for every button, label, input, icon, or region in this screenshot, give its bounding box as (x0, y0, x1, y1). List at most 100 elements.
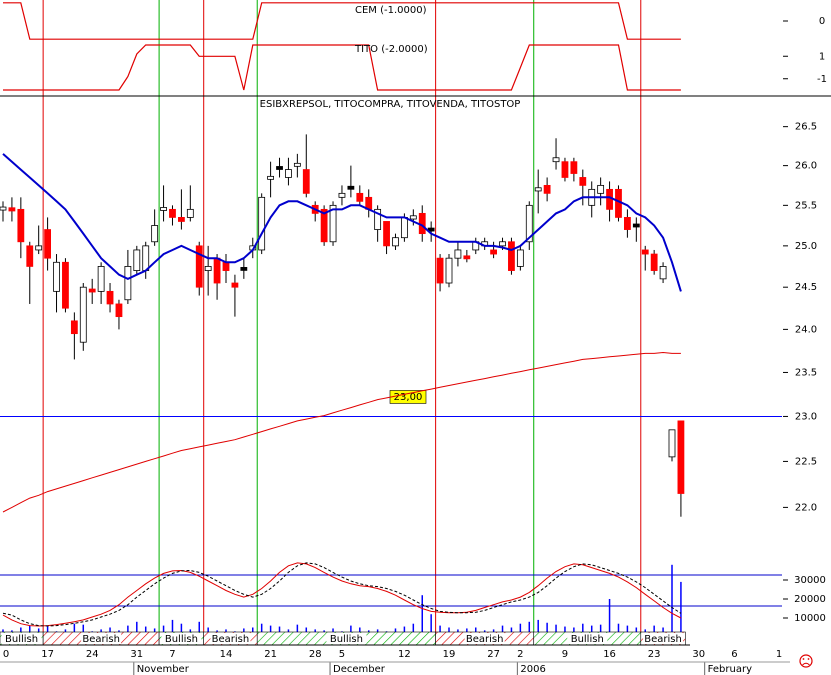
signal-label-bg (81, 633, 122, 644)
x-tick-label: 28 (309, 649, 322, 660)
candle-body (97, 266, 105, 292)
candle-body (177, 217, 185, 222)
x-tick-label: 24 (86, 649, 99, 660)
moving-average (2, 153, 682, 292)
x-tick-label: 21 (264, 649, 277, 660)
candle-body (632, 223, 640, 228)
candle-body (347, 185, 355, 190)
candle-body (597, 184, 605, 194)
x-tick-label: 23 (648, 649, 661, 660)
candle-body (624, 217, 631, 230)
candle-body (124, 266, 132, 301)
candle-body (650, 253, 658, 271)
x-tick-label: 5 (339, 649, 345, 660)
month-label: November (137, 664, 190, 675)
candle-body (320, 208, 328, 243)
x-tick-label: 2 (517, 649, 523, 660)
candle-body (213, 257, 221, 284)
signal-label-bg (161, 633, 202, 644)
candle-body (35, 245, 43, 251)
signal-label: Bullish (571, 634, 604, 645)
candle-body (641, 249, 649, 255)
candle-body (454, 249, 462, 259)
candle-body (570, 161, 578, 174)
candle-body (142, 245, 150, 271)
candle-body (8, 207, 16, 212)
candle-body (293, 162, 301, 167)
candle-body (606, 188, 613, 210)
candle-body (17, 208, 25, 243)
indicator-label: CEM (-1.0000) (355, 5, 427, 16)
x-tick-label: 6 (731, 649, 737, 660)
y-tick-label: 0 (819, 16, 825, 27)
month-label: December (333, 664, 386, 675)
candle-body (88, 288, 96, 293)
candle-body (534, 187, 542, 192)
y-tick-label: 26.0 (795, 161, 817, 172)
x-tick-label: 31 (130, 649, 143, 660)
indicator-label: TITO (-2.0000) (354, 44, 428, 55)
candle-body (668, 429, 676, 458)
candle-body (436, 257, 444, 284)
x-tick-label: 19 (443, 649, 456, 660)
x-tick-label: 27 (487, 649, 500, 660)
candle-body (115, 303, 123, 318)
y-tick-label: 23.5 (795, 367, 817, 378)
candle-body (186, 208, 194, 218)
candle-body (356, 192, 364, 202)
chart-title: ESIBXREPSOL, TITOCOMPRA, TITOVENDA, TITO… (260, 99, 521, 110)
background-layer (42, 0, 642, 632)
candle-body (338, 192, 346, 198)
candle-body (285, 169, 292, 178)
signal-band: Bullish Bearish Bullish Bearish Bullish Beari… (0, 631, 686, 646)
candle-body (26, 245, 34, 267)
x-tick-label: 14 (220, 649, 233, 660)
x-tick-label: 0 (3, 649, 9, 660)
signal-label: Bullish (5, 634, 38, 645)
y-tick-label: 20000 (794, 594, 826, 605)
candle-body (222, 261, 230, 271)
signal-label: Bullish (330, 634, 363, 645)
candle-body (392, 237, 399, 247)
candle-body (329, 204, 337, 243)
y-tick-label: 25.5 (795, 200, 817, 211)
candle-body (70, 320, 78, 335)
candle-body (302, 169, 310, 194)
candle-body (579, 177, 587, 186)
candle-body (169, 208, 176, 218)
moving-average (2, 351, 681, 513)
candle-body (516, 249, 524, 267)
signal-label-bg (326, 633, 367, 644)
y-tick-label: 22.5 (795, 456, 817, 467)
signal-label: Bearish (82, 634, 120, 645)
signal-label-bg (210, 633, 251, 644)
candle-body (508, 241, 515, 271)
oscillator-line (2, 562, 682, 627)
y-tick-label: 10000 (794, 613, 826, 624)
signal-label-bg (567, 633, 608, 644)
signal-label-bg (464, 633, 505, 644)
candle-body (374, 208, 382, 230)
candle-body (383, 221, 390, 247)
candle-body (231, 282, 239, 288)
signal-label-bg (643, 633, 684, 644)
x-tick-label: 17 (41, 649, 54, 660)
candle-body (463, 255, 471, 260)
y2-tick-label: -1 (817, 74, 827, 85)
y2-tick-label: 1 (819, 51, 825, 62)
candle-body (552, 157, 560, 163)
candle-body (409, 215, 417, 220)
y-tick-label: 25.0 (795, 241, 817, 252)
candle-body (267, 175, 275, 180)
x-tick-label: 9 (562, 649, 568, 660)
candle-body (160, 207, 167, 211)
oscillator-line (2, 562, 682, 627)
y-tick-label: 26.5 (795, 122, 817, 133)
candle-body (525, 204, 533, 243)
candle-body (44, 229, 51, 259)
candle-body (543, 184, 551, 194)
signal-label: Bearish (644, 634, 682, 645)
